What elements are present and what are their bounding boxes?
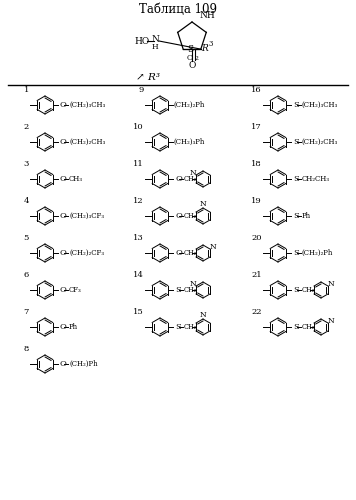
- Text: O: O: [60, 138, 67, 146]
- Text: 2: 2: [194, 56, 198, 60]
- Text: 13: 13: [133, 234, 144, 242]
- Text: S: S: [175, 323, 181, 331]
- Text: 20: 20: [251, 234, 262, 242]
- Text: (CH₂)₃Ph: (CH₂)₃Ph: [174, 138, 205, 146]
- Text: Таблица 109: Таблица 109: [139, 3, 217, 16]
- Text: 17: 17: [251, 123, 262, 131]
- Text: 22: 22: [251, 308, 262, 316]
- Text: CH₂: CH₂: [184, 286, 197, 294]
- Text: O: O: [175, 212, 182, 220]
- Text: O: O: [60, 360, 67, 368]
- Text: S: S: [293, 101, 299, 109]
- Text: O: O: [188, 60, 196, 70]
- Text: (CH₂)₃CH₃: (CH₂)₃CH₃: [302, 101, 338, 109]
- Text: CH₂: CH₂: [184, 212, 197, 220]
- Text: (CH₂)₃CF₃: (CH₂)₃CF₃: [69, 212, 104, 220]
- Text: S: S: [293, 286, 299, 294]
- Text: CH₂: CH₂: [302, 323, 315, 331]
- Text: S: S: [293, 138, 299, 146]
- Text: O: O: [60, 249, 67, 257]
- Text: O: O: [60, 101, 67, 109]
- Text: 1: 1: [23, 86, 29, 94]
- Text: N: N: [151, 36, 159, 44]
- Text: (CH₂)₂CH₃: (CH₂)₂CH₃: [302, 138, 338, 146]
- Text: N: N: [200, 200, 206, 208]
- Text: 15: 15: [133, 308, 144, 316]
- Text: O: O: [175, 175, 182, 183]
- Text: O: O: [60, 175, 67, 183]
- Text: (CH₂)₂CH₃: (CH₂)₂CH₃: [69, 138, 105, 146]
- Text: N: N: [210, 243, 217, 251]
- Text: R: R: [201, 44, 208, 52]
- Text: 8: 8: [23, 345, 29, 353]
- Text: 12: 12: [134, 197, 144, 205]
- Text: 6: 6: [24, 271, 29, 279]
- Text: S: S: [293, 323, 299, 331]
- Text: 7: 7: [23, 308, 29, 316]
- Text: (CH₂)Ph: (CH₂)Ph: [69, 360, 98, 368]
- Text: HO: HO: [134, 36, 149, 46]
- Text: S: S: [293, 175, 299, 183]
- Text: Ph: Ph: [69, 323, 78, 331]
- Text: (CH₂)₂Ph: (CH₂)₂Ph: [174, 101, 205, 109]
- Text: O: O: [60, 286, 67, 294]
- Text: H: H: [152, 43, 158, 51]
- Text: O: O: [60, 323, 67, 331]
- Text: N: N: [189, 280, 196, 288]
- Text: 16: 16: [251, 86, 262, 94]
- Text: N: N: [200, 311, 206, 319]
- Text: (CH₂)₂Ph: (CH₂)₂Ph: [302, 249, 333, 257]
- Text: N: N: [328, 280, 335, 288]
- Text: O: O: [187, 54, 193, 62]
- Text: CH₂: CH₂: [184, 175, 197, 183]
- Text: O: O: [60, 212, 67, 220]
- Text: S: S: [187, 44, 193, 54]
- Text: CH₃: CH₃: [69, 175, 83, 183]
- Text: 4: 4: [23, 197, 29, 205]
- Text: Ph: Ph: [302, 212, 311, 220]
- Text: NH: NH: [200, 11, 216, 20]
- Text: S: S: [293, 249, 299, 257]
- Text: ↗ R³: ↗ R³: [136, 74, 160, 82]
- Text: (CH₂)₃CH₃: (CH₂)₃CH₃: [69, 101, 105, 109]
- Text: CH₂CH₃: CH₂CH₃: [302, 175, 330, 183]
- Text: 21: 21: [251, 271, 262, 279]
- Text: (CH₂)₂CF₃: (CH₂)₂CF₃: [69, 249, 104, 257]
- Text: 11: 11: [133, 160, 144, 168]
- Text: 3: 3: [23, 160, 29, 168]
- Text: 9: 9: [138, 86, 144, 94]
- Text: S: S: [175, 286, 181, 294]
- Text: 18: 18: [251, 160, 262, 168]
- Text: 19: 19: [251, 197, 262, 205]
- Text: CF₃: CF₃: [69, 286, 82, 294]
- Text: N: N: [328, 317, 335, 325]
- Text: 10: 10: [134, 123, 144, 131]
- Text: CH₂: CH₂: [302, 286, 315, 294]
- Text: O: O: [175, 249, 182, 257]
- Text: 5: 5: [23, 234, 29, 242]
- Text: CH₂: CH₂: [184, 249, 197, 257]
- Text: S: S: [293, 212, 299, 220]
- Text: 14: 14: [133, 271, 144, 279]
- Text: 2: 2: [24, 123, 29, 131]
- Text: CH₂: CH₂: [184, 323, 197, 331]
- Text: N: N: [189, 169, 196, 177]
- Text: 3: 3: [208, 40, 213, 48]
